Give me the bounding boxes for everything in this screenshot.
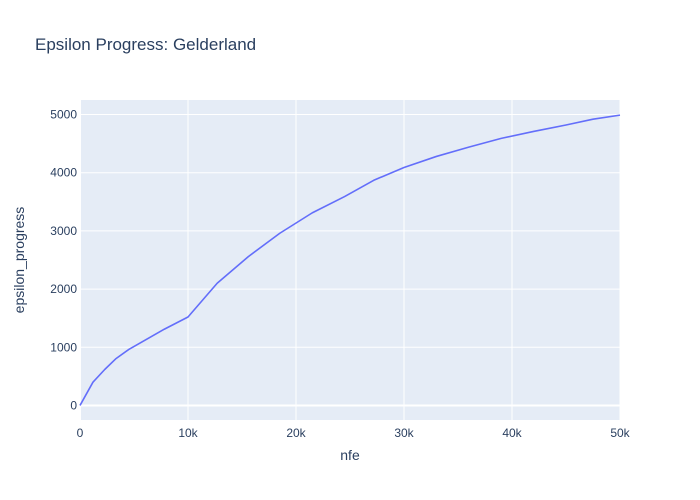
- y-axis-ticks: 0 1000 2000 3000 4000 5000: [50, 108, 77, 413]
- y-axis-title: epsilon_progress: [11, 207, 27, 314]
- x-axis-ticks: 0 10k 20k 30k 40k 50k: [77, 426, 631, 440]
- y-tick-label: 3000: [50, 224, 77, 238]
- y-tick-label: 2000: [50, 282, 77, 296]
- x-axis-title: nfe: [340, 447, 360, 463]
- plot-background: [80, 100, 620, 420]
- series-line: [79, 114, 621, 406]
- y-tick-label: 0: [70, 398, 77, 412]
- x-tick-label: 20k: [286, 426, 306, 440]
- chart-title: Epsilon Progress: Gelderland: [35, 35, 256, 54]
- x-tick-label: 30k: [394, 426, 414, 440]
- grid-lines: [80, 100, 621, 420]
- zero-line: [79, 100, 620, 420]
- x-tick-label: 10k: [178, 426, 198, 440]
- x-tick-label: 40k: [502, 426, 522, 440]
- x-tick-label: 50k: [610, 426, 630, 440]
- y-tick-label: 4000: [50, 166, 77, 180]
- y-tick-label: 1000: [50, 340, 77, 354]
- y-tick-label: 5000: [50, 108, 77, 122]
- x-tick-label: 0: [77, 426, 84, 440]
